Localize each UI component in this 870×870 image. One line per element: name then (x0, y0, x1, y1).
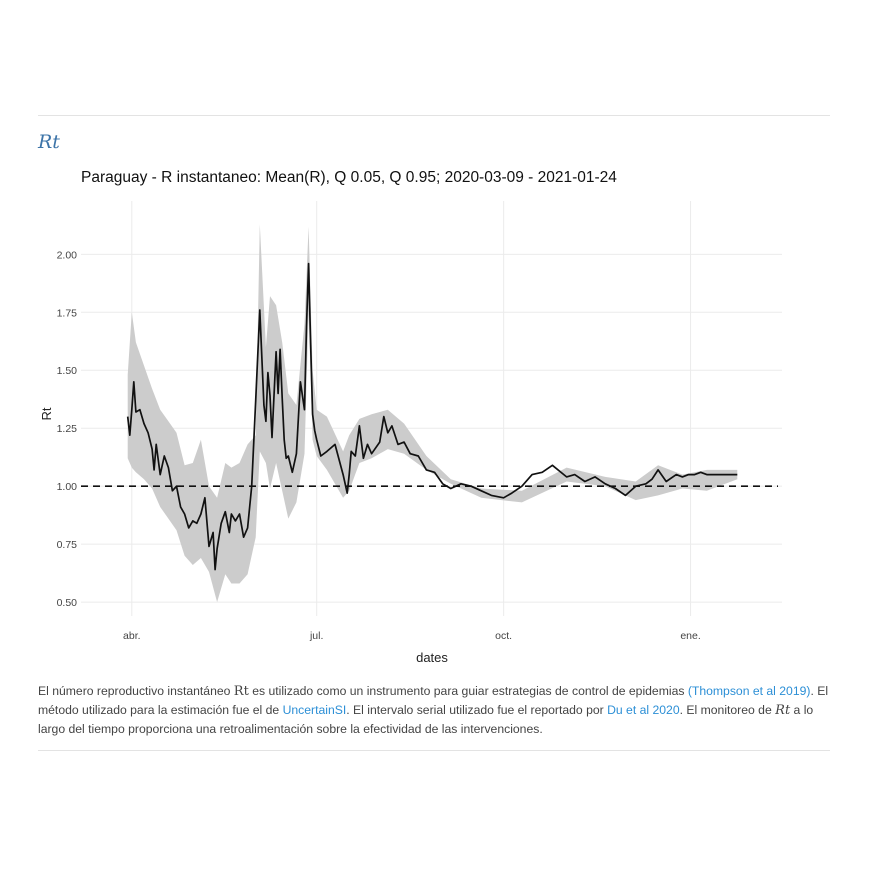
caption: El número reproductivo instantáneo Rt es… (38, 682, 833, 738)
rt-symbol-t: t (243, 684, 249, 699)
x-tick-label: abr. (123, 630, 141, 642)
y-tick-label: 1.50 (57, 365, 78, 377)
chart-title: Paraguay - R instantaneo: Mean(R), Q 0.0… (81, 169, 617, 186)
section-heading: Rt (38, 131, 60, 153)
confidence-band-group (127, 224, 738, 603)
mean-line-group (126, 262, 738, 571)
caption-text-5: . El monitoreo de (679, 703, 776, 717)
thompson-link[interactable]: (Thompson et al 2019) (687, 684, 811, 698)
du-et-al-link[interactable]: Du et al 2020 (607, 703, 680, 717)
rt-symbol-italic: Rt (775, 703, 790, 718)
x-tick-label: ene. (680, 630, 700, 642)
x-tick-labels: abr. jul. oct. ene. (123, 630, 701, 642)
rt-symbol: Rt (234, 684, 249, 699)
caption-text-6: a lo largo del tiempo proporciona una re… (38, 703, 814, 736)
caption-text-4: . El intervalo serial utilizado fue el r… (346, 703, 608, 717)
y-tick-label: 0.75 (57, 539, 78, 551)
caption-text-2: es utilizado como un instrumento para gu… (248, 684, 688, 698)
rt-symbol-italic-r: R (775, 703, 785, 718)
y-axis-label: Rt (39, 407, 54, 420)
rt-symbol-r: R (233, 684, 244, 699)
bottom-divider (38, 750, 830, 751)
y-tick-label: 1.75 (57, 307, 78, 319)
caption-text-1: El número reproductivo instantáneo (38, 684, 234, 698)
caption-text-3: . El método utilizado para la estimación… (38, 684, 829, 717)
y-tick-labels: 0.50 0.75 1.00 1.25 1.50 1.75 2.00 (57, 249, 78, 609)
y-tick-label: 1.25 (57, 423, 78, 435)
x-tick-label: jul. (309, 630, 323, 642)
y-tick-label: 0.50 (57, 597, 78, 609)
top-divider (38, 115, 830, 116)
mean-line (126, 262, 738, 571)
y-tick-label: 2.00 (57, 249, 78, 261)
rt-symbol-italic-t: t (784, 703, 791, 718)
uncertainsi-link[interactable]: UncertainSI (282, 703, 347, 717)
x-tick-label: oct. (495, 630, 512, 642)
confidence-band (127, 224, 738, 603)
x-axis-label: dates (416, 650, 448, 665)
y-tick-label: 1.00 (57, 481, 78, 493)
rt-chart: Paraguay - R instantaneo: Mean(R), Q 0.0… (39, 169, 782, 665)
